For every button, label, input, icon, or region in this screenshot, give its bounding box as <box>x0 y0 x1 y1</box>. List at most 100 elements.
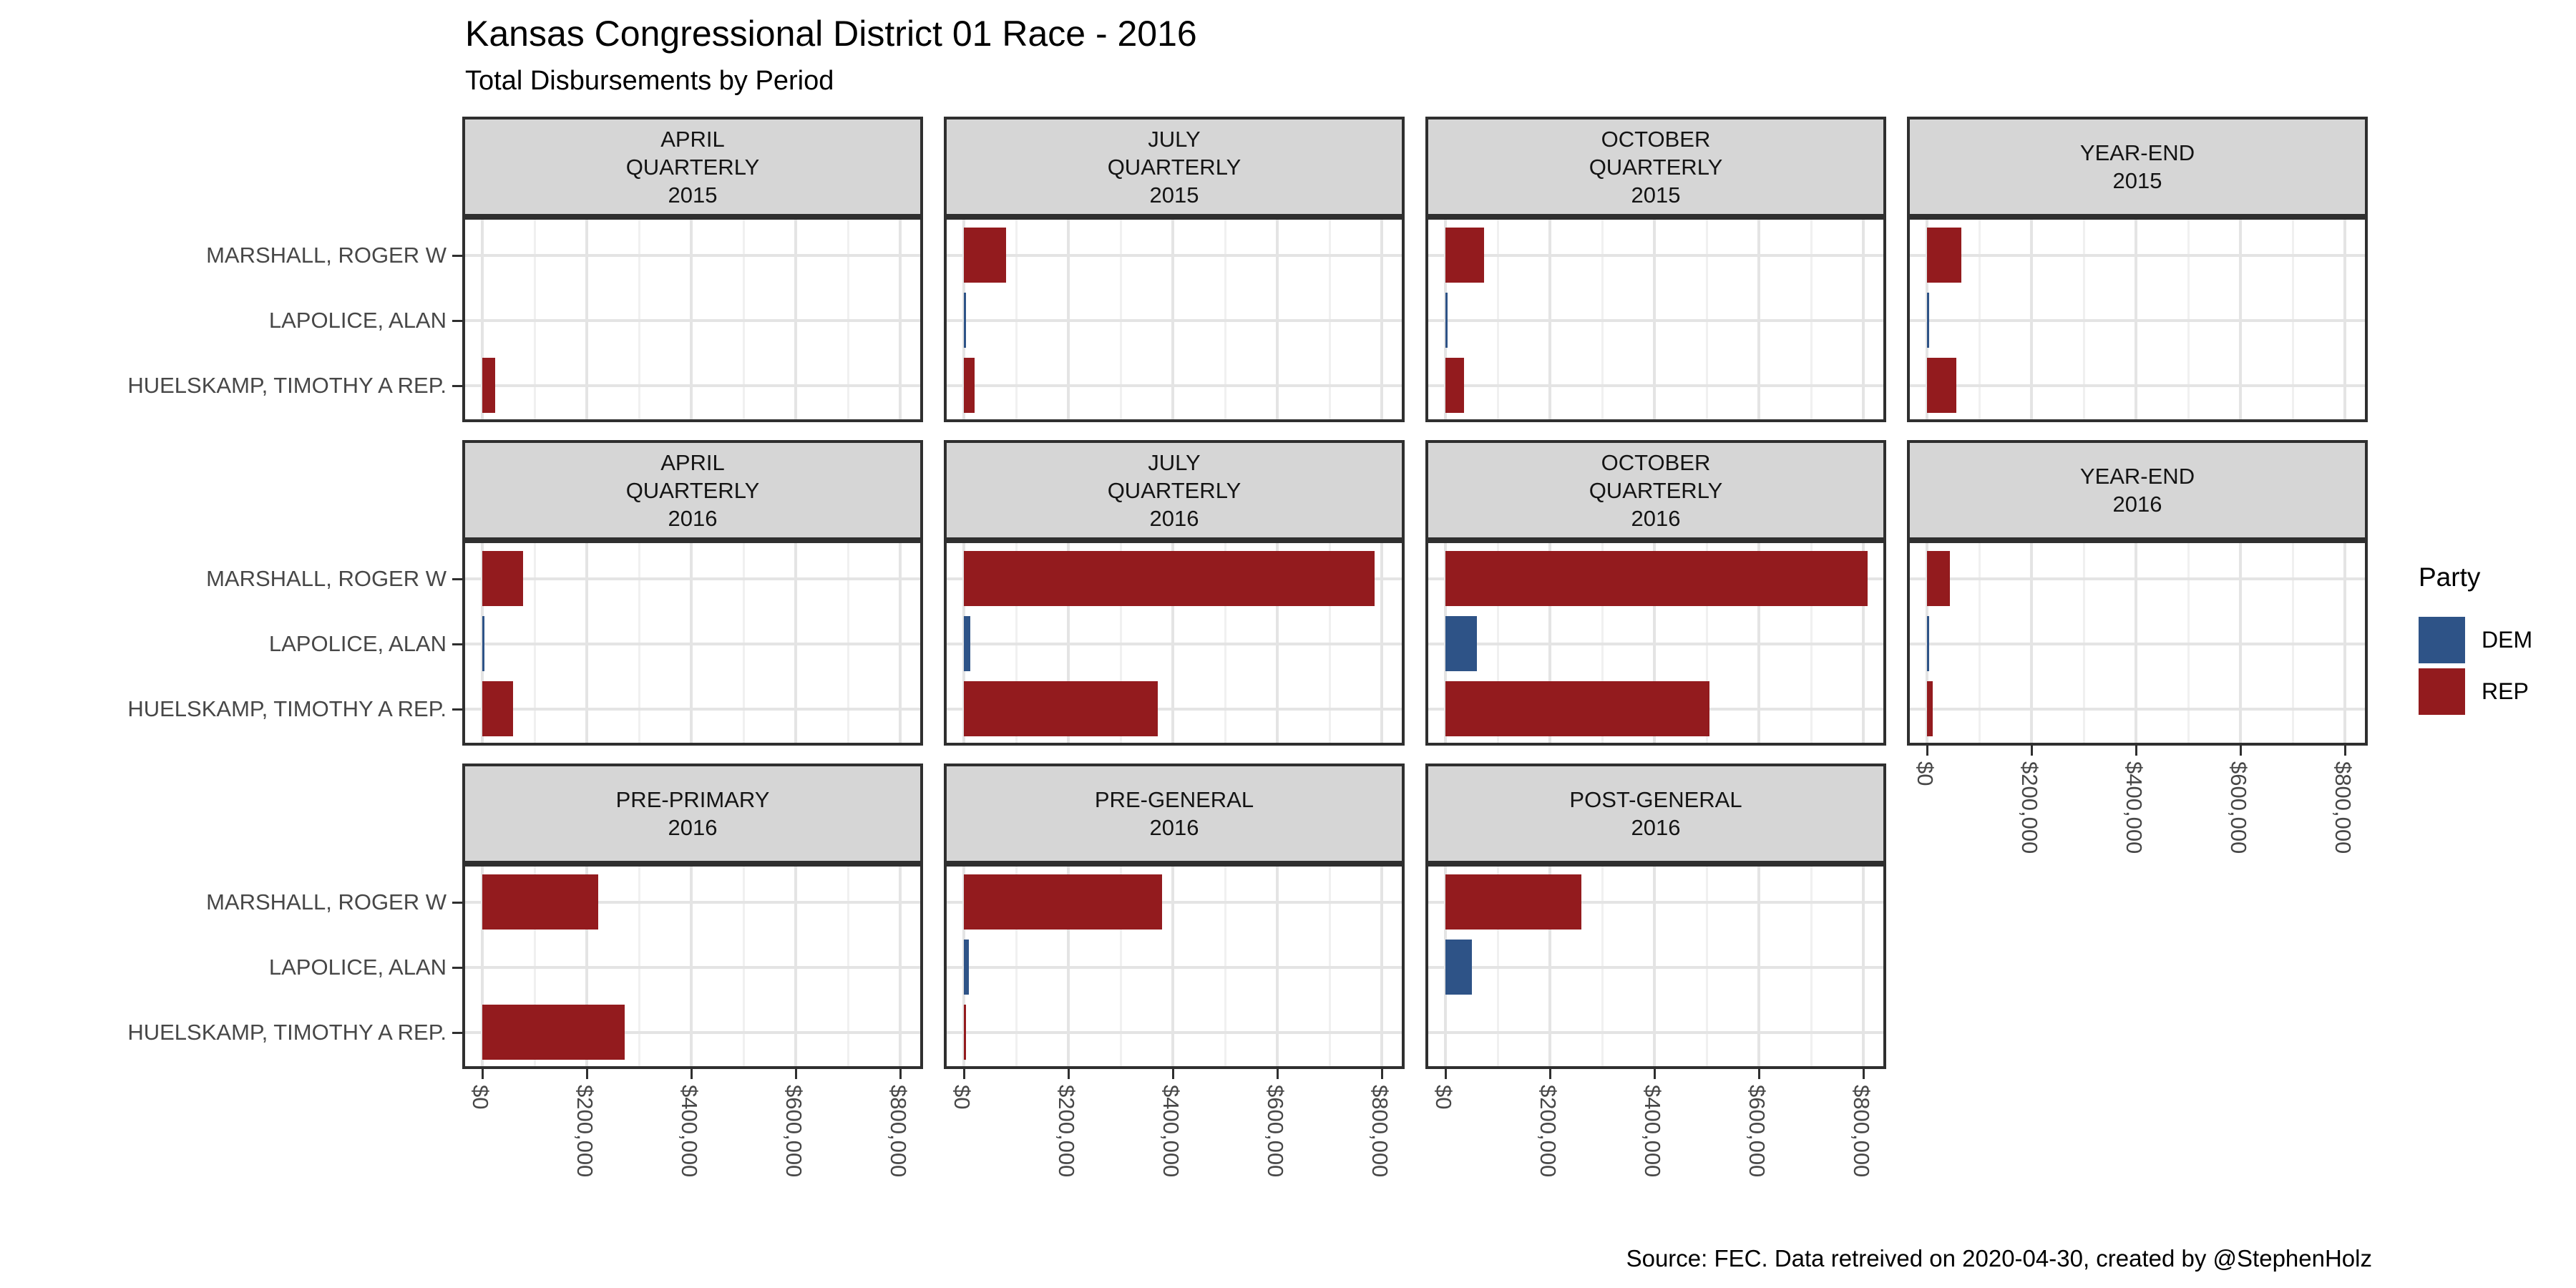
legend-label-rep: REP <box>2482 678 2529 704</box>
bar-lapolice-alan-post-general-2016 <box>1445 940 1472 995</box>
facet-panel-year-end-2016 <box>1907 540 2368 746</box>
x-axis-label: $0 <box>468 1085 493 1110</box>
bar-huelskamp-timothy-a-rep-pre-general-2016 <box>964 1005 966 1060</box>
bar-marshall-roger-w-year-end-2015 <box>1927 228 1961 283</box>
facet-panel-post-general-2016 <box>1425 864 1886 1069</box>
x-axis-tick <box>1863 1069 1865 1079</box>
x-axis-tick <box>1381 1069 1383 1079</box>
legend-key-dem: DEM <box>2419 617 2532 663</box>
bar-marshall-roger-w-october-quarterly-2015 <box>1445 228 1484 283</box>
gridline-h <box>465 254 920 257</box>
bar-huelskamp-timothy-a-rep-october-quarterly-2015 <box>1445 358 1464 413</box>
facet-panel-year-end-2015 <box>1907 217 2368 422</box>
facet-strip-pre-primary-2016: PRE-PRIMARY 2016 <box>462 763 923 864</box>
bar-marshall-roger-w-july-quarterly-2015 <box>964 228 1006 283</box>
gridline-h <box>465 577 920 580</box>
facet-strip-label-line: 2016 <box>2112 492 2162 517</box>
facet-strip-label-line: 2016 <box>1149 505 1199 531</box>
legend-swatch-rep <box>2419 668 2465 715</box>
gridline-h <box>465 708 920 711</box>
y-axis-label-lapolice-alan: LAPOLICE, ALAN <box>268 308 447 333</box>
facet-strip-label-line: YEAR-END <box>2079 140 2195 165</box>
gridline-h <box>1428 901 1883 904</box>
gridline-h <box>947 254 1402 257</box>
x-axis-label: $600,000 <box>2226 761 2251 854</box>
x-axis-tick <box>795 1069 797 1079</box>
gridline-h <box>1428 319 1883 322</box>
facet-strip-label-line: QUARTERLY <box>1589 154 1723 180</box>
x-axis-tick <box>1445 1069 1447 1079</box>
bar-huelskamp-timothy-a-rep-april-quarterly-2016 <box>482 681 513 736</box>
x-axis-label: $0 <box>950 1085 975 1110</box>
bar-lapolice-alan-july-quarterly-2016 <box>964 616 970 671</box>
x-axis-tick <box>482 1069 484 1079</box>
legend-swatch-dem <box>2419 617 2465 663</box>
gridline-h <box>1910 643 2365 645</box>
x-axis-tick <box>2344 746 2346 756</box>
chart-title: Kansas Congressional District 01 Race - … <box>465 14 1197 54</box>
y-axis-tick <box>452 902 462 904</box>
facet-strip-label-line: QUARTERLY <box>1107 154 1241 180</box>
gridline-h <box>947 708 1402 711</box>
gridline-h <box>1910 708 2365 711</box>
facet-strip-label-line: QUARTERLY <box>1107 477 1241 503</box>
legend: Party DEM REP <box>2419 562 2532 720</box>
legend-title: Party <box>2419 562 2481 592</box>
facet-strip-label-line: YEAR-END <box>2079 464 2195 489</box>
x-axis-tick <box>2240 746 2242 756</box>
x-axis-label: $400,000 <box>1158 1085 1184 1178</box>
facet-strip-label-line: QUARTERLY <box>1589 477 1723 503</box>
facet-panel-october-quarterly-2016 <box>1425 540 1886 746</box>
x-axis-label: $800,000 <box>1367 1085 1392 1178</box>
facet-strip-label-line: JULY <box>1148 449 1201 475</box>
facet-strip-label-line: APRIL <box>660 449 725 475</box>
facet-strip-label-line: PRE-GENERAL <box>1094 787 1254 812</box>
facet-panel-pre-primary-2016 <box>462 864 923 1069</box>
x-axis-label: $200,000 <box>2017 761 2042 854</box>
facet-panel-july-quarterly-2016 <box>944 540 1405 746</box>
y-axis-label-marshall-roger-w: MARSHALL, ROGER W <box>206 243 447 268</box>
bar-huelskamp-timothy-a-rep-april-quarterly-2015 <box>482 358 495 413</box>
y-axis-label-huelskamp-timothy-a-rep: HUELSKAMP, TIMOTHY A REP. <box>127 1020 447 1045</box>
x-axis-label: $200,000 <box>1054 1085 1079 1178</box>
bar-marshall-roger-w-post-general-2016 <box>1445 874 1581 930</box>
gridline-h <box>947 384 1402 387</box>
bar-lapolice-alan-year-end-2016 <box>1927 616 1929 671</box>
x-axis-tick <box>691 1069 693 1079</box>
x-axis-label: $0 <box>1913 761 1938 786</box>
bar-huelskamp-timothy-a-rep-july-quarterly-2016 <box>964 681 1158 736</box>
x-axis-label: $400,000 <box>677 1085 702 1178</box>
gridline-h <box>465 384 920 387</box>
gridline-h <box>1910 319 2365 322</box>
y-axis-label-lapolice-alan: LAPOLICE, ALAN <box>268 631 447 656</box>
facet-strip-label-line: PRE-PRIMARY <box>615 787 770 812</box>
gridline-h <box>465 643 920 645</box>
bar-marshall-roger-w-pre-general-2016 <box>964 874 1162 930</box>
gridline-h <box>1428 254 1883 257</box>
facet-strip-july-quarterly-2015: JULY QUARTERLY 2015 <box>944 117 1405 217</box>
x-axis-label: $600,000 <box>1263 1085 1288 1178</box>
y-axis-tick <box>452 255 462 257</box>
x-axis-label: $600,000 <box>1745 1085 1770 1178</box>
facet-strip-label-line: JULY <box>1148 126 1201 152</box>
facet-strip-label-line: 2016 <box>1149 815 1199 840</box>
chart-subtitle: Total Disbursements by Period <box>465 66 834 96</box>
gridline-h <box>1910 384 2365 387</box>
facet-strip-july-quarterly-2016: JULY QUARTERLY 2016 <box>944 440 1405 540</box>
y-axis-tick <box>452 708 462 711</box>
y-axis-tick <box>452 643 462 645</box>
bar-marshall-roger-w-year-end-2016 <box>1927 551 1950 606</box>
gridline-h <box>947 966 1402 969</box>
gridline-h <box>947 319 1402 322</box>
y-axis-tick <box>452 1032 462 1034</box>
bar-huelskamp-timothy-a-rep-year-end-2016 <box>1927 681 1933 736</box>
facet-strip-label-line: 2015 <box>1631 182 1681 208</box>
x-axis-label: $800,000 <box>2331 761 2356 854</box>
source-caption: Source: FEC. Data retreived on 2020-04-3… <box>1626 1245 2372 1272</box>
x-axis-tick <box>1068 1069 1070 1079</box>
x-axis-label: $400,000 <box>1640 1085 1665 1178</box>
bar-marshall-roger-w-april-quarterly-2016 <box>482 551 523 606</box>
x-axis-tick <box>1172 1069 1174 1079</box>
bar-lapolice-alan-year-end-2015 <box>1927 293 1929 348</box>
x-axis-tick <box>1549 1069 1551 1079</box>
